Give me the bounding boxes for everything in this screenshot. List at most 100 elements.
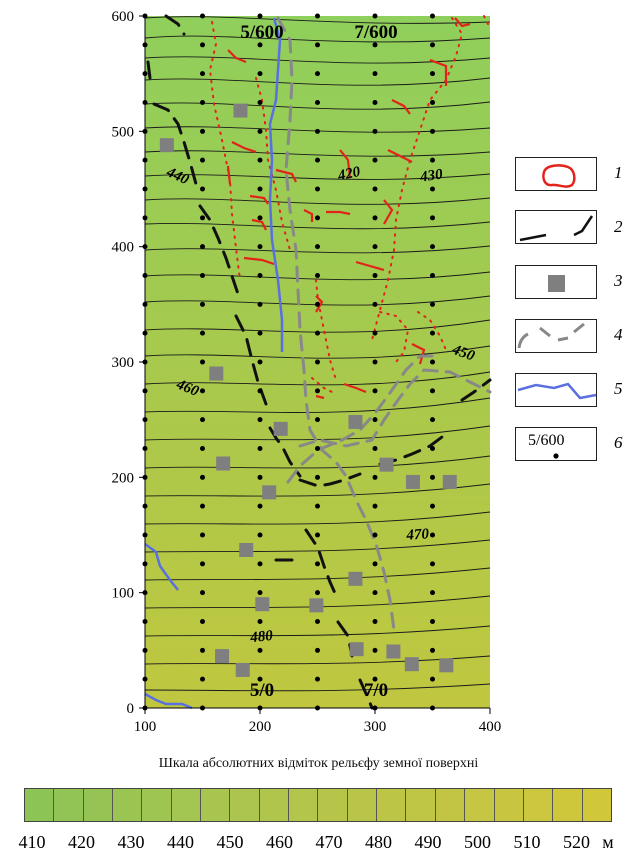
scale-label-460: 460 [266,832,293,852]
grid-point [257,157,263,163]
contour-line-19 [144,483,491,497]
y-tick-label: 0 [127,701,135,717]
grid-point [315,503,320,509]
sample-square [349,642,364,657]
grid-point [200,128,205,134]
ore-contour-11 [383,199,394,225]
scale-cell [435,789,466,821]
legend-symbol-ore-contour [542,164,576,188]
x-tick-label: 100 [134,719,157,735]
sample-square [215,649,230,664]
ore-contour-8 [275,168,297,183]
section-label: 7/0 [364,680,388,701]
sample-square [255,597,270,612]
sample-square [209,366,224,381]
fault-line-2 [152,102,198,186]
legend-symbol-river [517,382,597,400]
grid-point [430,215,435,221]
y-tick-label: 300 [112,355,135,371]
scale-cell [318,789,348,821]
grid-point [315,273,320,278]
x-tick-label: 300 [364,719,387,735]
scale-cell [83,789,114,821]
legend-symbol-fault [519,215,594,242]
grid-point [315,128,320,134]
grid-point [257,359,263,365]
sample-square [262,485,277,500]
sample-square [386,644,401,659]
fault-line-12 [358,678,374,710]
sample-square [159,138,174,153]
x-tick-label: 200 [249,719,272,735]
grid-point [372,388,378,394]
scale-cell [377,789,407,821]
grid-point [315,301,320,307]
sample-square [348,571,363,586]
grid-point [372,128,378,134]
scale-cell [113,789,143,821]
grid-point [257,446,263,451]
grid-point [200,590,205,596]
grid-point [372,42,378,48]
fault-line-1 [146,60,152,80]
grid-point [200,215,205,221]
fault-line-3 [198,204,242,302]
ore-contour-14 [243,256,275,266]
grid-point [315,676,320,682]
contour-label-420: 420 [336,164,363,185]
grid-point [200,532,205,538]
scale-label-430: 430 [117,832,145,852]
river-line-0 [268,17,284,352]
grid-point [430,561,435,567]
legend-number-6: 6 [614,433,623,452]
sample-square [405,474,420,489]
scale-label-470: 470 [315,832,343,852]
scale-label-450: 450 [216,832,244,852]
grid-point [372,619,378,624]
scale-cell [171,789,202,821]
zone-line-2 [298,368,492,448]
river-lines [144,17,284,710]
sample-square [216,456,231,471]
scale-cell [230,789,260,821]
contour-line-24 [144,625,491,637]
legend-symbol-sample [548,275,565,292]
grid-point [257,100,263,105]
contour-line-9 [144,221,491,230]
grid-point [430,647,435,653]
ore-dotted-6 [315,279,337,381]
grid-point [200,301,205,307]
grid-point [430,157,435,163]
grid-point [200,647,205,653]
contour-line-4 [144,101,491,110]
y-tick-label: 500 [112,124,135,140]
ore-contour-19 [315,394,325,400]
grid-point [200,330,205,336]
grid-point [372,100,378,105]
grid-point [372,359,378,365]
legend-item-3 [515,265,597,299]
contour-line-26 [144,683,491,692]
scale-cell [582,789,611,821]
contour-line-15 [144,371,491,386]
y-tick-label: 600 [112,9,135,25]
contour-line-17 [144,425,491,441]
scale-cell [347,789,378,821]
grid-points [142,13,435,711]
legend-point-label: 5/600 [528,432,565,449]
grid-point [200,42,205,48]
grid-point [430,244,435,250]
grid-point [430,532,435,538]
grid-point [372,244,378,250]
grid-point [315,71,320,77]
legend-number-4: 4 [614,325,623,344]
ore-contour-3 [391,99,411,115]
fault-line-9 [304,528,340,602]
grid-point [430,273,435,278]
grid-point [200,561,205,567]
grid-point [315,359,320,365]
ore-contour-6 [231,141,257,154]
grid-point [372,71,378,77]
fault-line-0 [164,14,186,36]
